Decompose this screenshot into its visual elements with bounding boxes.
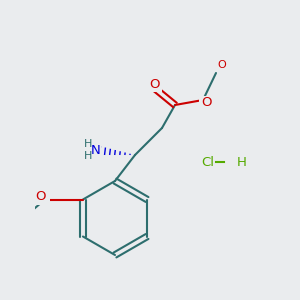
Text: O: O — [36, 190, 46, 203]
Text: O: O — [218, 60, 226, 70]
Bar — [212, 58, 236, 72]
Text: H: H — [237, 155, 247, 169]
Text: Cl: Cl — [202, 155, 214, 169]
Text: H: H — [84, 151, 92, 161]
Bar — [32, 190, 50, 205]
Bar — [148, 78, 162, 92]
Text: H: H — [84, 139, 92, 149]
Text: O: O — [202, 97, 212, 110]
Bar — [199, 96, 211, 108]
Text: O: O — [150, 79, 160, 92]
Text: N: N — [91, 143, 101, 157]
Bar — [7, 202, 35, 215]
Bar — [81, 141, 101, 159]
